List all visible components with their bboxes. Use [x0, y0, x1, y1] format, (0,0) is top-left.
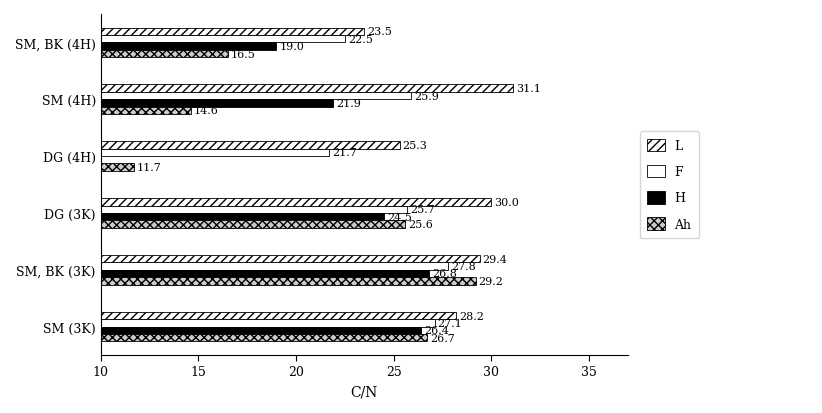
Bar [101, 327, 421, 334]
Bar [101, 93, 411, 100]
Bar [101, 43, 276, 51]
Text: 14.6: 14.6 [193, 106, 219, 116]
Bar [101, 164, 134, 171]
Text: 25.7: 25.7 [410, 205, 435, 215]
Text: 23.5: 23.5 [367, 27, 392, 37]
Bar [101, 85, 513, 93]
Text: 21.7: 21.7 [332, 148, 357, 158]
Text: 27.1: 27.1 [437, 318, 462, 328]
Text: 25.6: 25.6 [409, 219, 433, 230]
Text: 26.7: 26.7 [430, 333, 455, 343]
Text: 25.3: 25.3 [403, 141, 427, 151]
Text: 25.9: 25.9 [414, 91, 439, 101]
Text: 22.5: 22.5 [348, 35, 372, 45]
Text: 26.4: 26.4 [424, 325, 449, 335]
Bar [101, 199, 492, 206]
Text: 27.8: 27.8 [451, 261, 476, 271]
Bar [101, 214, 384, 221]
Bar [101, 100, 333, 107]
Text: 21.9: 21.9 [336, 99, 361, 109]
Bar [101, 278, 476, 285]
Bar [101, 142, 399, 150]
Text: 19.0: 19.0 [279, 42, 304, 52]
Bar [101, 206, 408, 214]
Bar [101, 107, 191, 115]
Text: 26.8: 26.8 [432, 269, 457, 279]
Bar [101, 51, 228, 58]
Text: 30.0: 30.0 [494, 197, 520, 207]
Bar [101, 28, 364, 36]
Text: 29.2: 29.2 [478, 276, 504, 286]
Text: 16.5: 16.5 [231, 50, 256, 59]
Bar [101, 319, 435, 327]
Bar [101, 255, 479, 263]
Legend: L, F, H, Ah: L, F, H, Ah [640, 132, 699, 238]
Text: 29.4: 29.4 [483, 254, 507, 264]
Text: 31.1: 31.1 [515, 84, 541, 94]
Bar [101, 312, 456, 319]
Bar [101, 150, 330, 157]
Text: 28.2: 28.2 [459, 311, 484, 321]
Text: 11.7: 11.7 [137, 163, 162, 173]
Text: 24.5: 24.5 [387, 212, 412, 222]
Bar [101, 221, 405, 228]
Bar [101, 334, 427, 342]
Bar [101, 36, 345, 43]
X-axis label: C/N: C/N [351, 384, 378, 398]
Bar [101, 263, 448, 270]
Bar [101, 270, 429, 278]
